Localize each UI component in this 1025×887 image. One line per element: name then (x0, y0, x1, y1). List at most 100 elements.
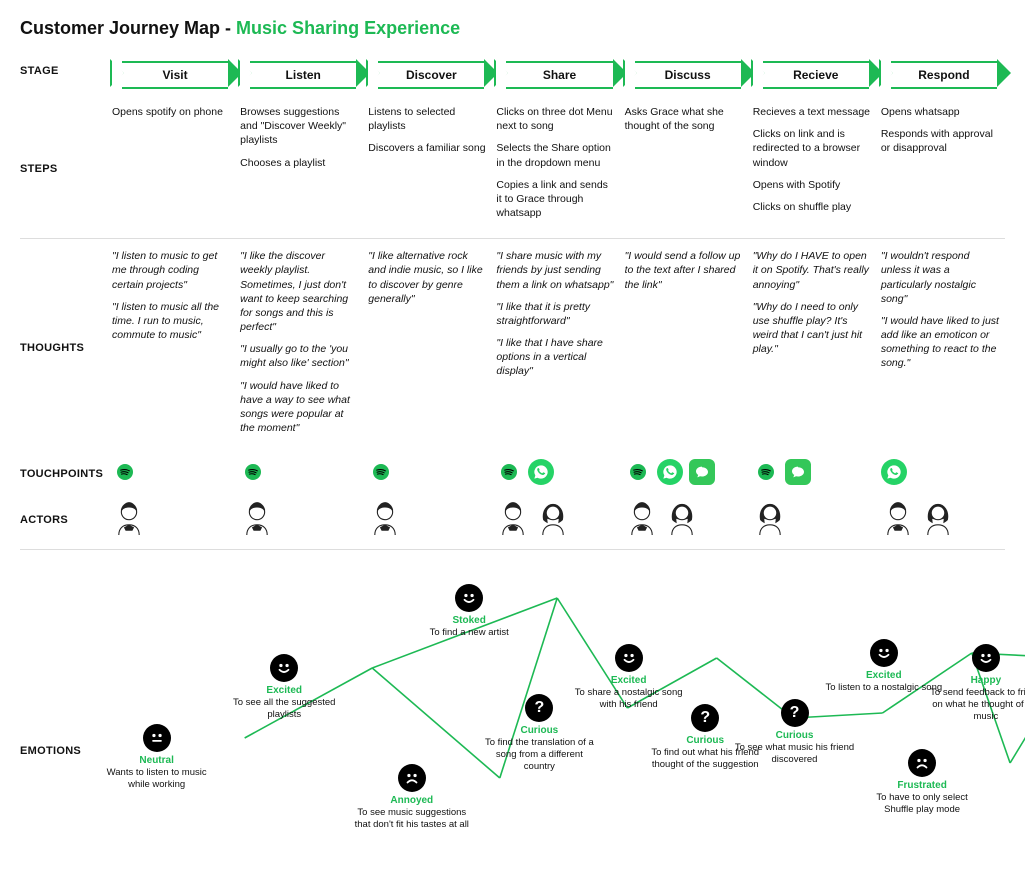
text: Responds with approval or disapproval (881, 127, 999, 155)
text: "I like the discover weekly playlist. So… (240, 249, 358, 334)
stage-name: Visit (163, 68, 188, 82)
emotion-node: Frustrated To have to only select Shuffl… (862, 749, 982, 816)
emotion-label: Neutral (97, 755, 217, 766)
text: "I like that I have share options in a v… (496, 336, 614, 379)
stage-chevron: Visit (112, 61, 230, 89)
actor-cell (112, 495, 236, 541)
touchpoint-cell (368, 455, 492, 489)
touchpoint-cell (112, 455, 236, 489)
title-accent: Music Sharing Experience (236, 18, 460, 38)
text: "I would send a follow up to the text af… (625, 249, 743, 292)
thoughts-cell: "I like the discover weekly playlist. So… (240, 247, 364, 445)
emotion-node: Excited To share a nostalgic song with h… (569, 644, 689, 711)
emotion-face-icon (270, 654, 298, 682)
stage-chevron: Respond (881, 61, 999, 89)
text: "Why do I need to only use shuffle play?… (753, 300, 871, 357)
text: Chooses a playlist (240, 156, 358, 170)
text: "I would have liked to have a way to see… (240, 379, 358, 436)
male-actor-icon (112, 499, 146, 537)
touchpoint-cell (496, 455, 620, 489)
emotion-face-icon (615, 644, 643, 672)
emotion-label: Stoked (409, 615, 529, 626)
steps-row: STEPS Opens spotify on phoneBrowses sugg… (20, 103, 1005, 230)
steps-cell: Clicks on three dot Menu next to songSel… (496, 103, 620, 230)
spotify-icon (112, 459, 138, 485)
spotify-icon (368, 459, 394, 485)
female-actor-icon (921, 499, 955, 537)
title-prefix: Customer Journey Map - (20, 18, 236, 38)
emotion-label: Excited (569, 675, 689, 686)
emotion-face-icon (143, 724, 171, 752)
emotion-desc: To find a new artist (409, 627, 529, 639)
text: Opens with Spotify (753, 178, 871, 192)
text: Asks Grace what she thought of the song (625, 105, 743, 133)
actor-cell (240, 495, 364, 541)
emotion-face-icon: ? (525, 694, 553, 722)
text: Clicks on link and is redirected to a br… (753, 127, 871, 170)
whatsapp-icon (528, 459, 554, 485)
text: "I listen to music all the time. I run t… (112, 300, 230, 343)
text: "I wouldn't respond unless it was a part… (881, 249, 999, 306)
text: Opens whatsapp (881, 105, 999, 119)
emotion-label: Curious (735, 730, 855, 741)
emotion-face-icon (870, 639, 898, 667)
emotion-face-icon: ? (691, 704, 719, 732)
male-actor-icon (881, 499, 915, 537)
emotion-node: ? Curious To see what music his friend d… (735, 699, 855, 766)
emotion-label: Frustrated (862, 780, 982, 791)
text: "Why do I HAVE to open it on Spotify. Th… (753, 249, 871, 292)
stage-chevron: Discover (368, 61, 486, 89)
emotion-face-icon (398, 764, 426, 792)
emotion-node: Stoked To find a new artist (409, 584, 529, 639)
emotion-desc: To see all the suggested playlists (224, 697, 344, 721)
male-actor-icon (625, 499, 659, 537)
emotion-label: Annoyed (352, 795, 472, 806)
text: Clicks on shuffle play (753, 200, 871, 214)
text: "I listen to music to get me through cod… (112, 249, 230, 292)
stage-name: Respond (918, 68, 969, 82)
touchpoint-cell (625, 455, 749, 489)
text: Recieves a text message (753, 105, 871, 119)
emotion-label: Happy (926, 675, 1025, 686)
text: "I like that it is pretty straightforwar… (496, 300, 614, 328)
spotify-icon (625, 459, 651, 485)
actors-label: ACTORS (20, 510, 108, 526)
female-actor-icon (753, 499, 787, 537)
steps-cell: Opens whatsapp Responds with approval or … (881, 103, 1005, 166)
stage-name: Listen (286, 68, 321, 82)
whatsapp-icon (881, 459, 907, 485)
stage-name: Discuss (665, 68, 711, 82)
text: "I usually go to the 'you might also lik… (240, 342, 358, 370)
emotion-node: Happy To send feedback to friend on what… (926, 644, 1025, 723)
separator (20, 549, 1005, 550)
touchpoints-label: TOUCHPOINTS (20, 464, 108, 480)
text: Opens spotify on phone (112, 105, 230, 119)
emotion-node: Neutral Wants to listen to music while w… (97, 724, 217, 791)
steps-cell: Asks Grace what she thought of the song (625, 103, 749, 143)
steps-label: STEPS (20, 159, 108, 175)
steps-cell: Opens spotify on phone (112, 103, 236, 129)
text: Copies a link and sends it to Grace thro… (496, 178, 614, 221)
stage-name: Recieve (793, 68, 838, 82)
male-actor-icon (368, 499, 402, 537)
imessage-icon (785, 459, 811, 485)
stage-row: STAGE Visit Listen Discover Share Discus… (20, 61, 1005, 89)
emotion-face-icon: ? (781, 699, 809, 727)
actors-row: ACTORS (20, 495, 1005, 541)
emotion-desc: Wants to listen to music while working (97, 767, 217, 791)
emotion-face-icon (908, 749, 936, 777)
touchpoint-cell (240, 455, 364, 489)
page-title: Customer Journey Map - Music Sharing Exp… (20, 18, 1005, 39)
spotify-icon (753, 459, 779, 485)
actor-cell (881, 495, 1005, 541)
emotion-desc: To see what music his friend discovered (735, 742, 855, 766)
emotion-face-icon (455, 584, 483, 612)
emotion-node: Annoyed To see music suggestions that do… (352, 764, 472, 831)
separator (20, 238, 1005, 239)
emotion-desc: To have to only select Shuffle play mode (862, 792, 982, 816)
text: Selects the Share option in the dropdown… (496, 141, 614, 169)
steps-cell: Listens to selected playlistsDiscovers a… (368, 103, 492, 166)
female-actor-icon (536, 499, 570, 537)
actor-cell (496, 495, 620, 541)
emotion-desc: To send feedback to friend on what he th… (926, 687, 1025, 723)
